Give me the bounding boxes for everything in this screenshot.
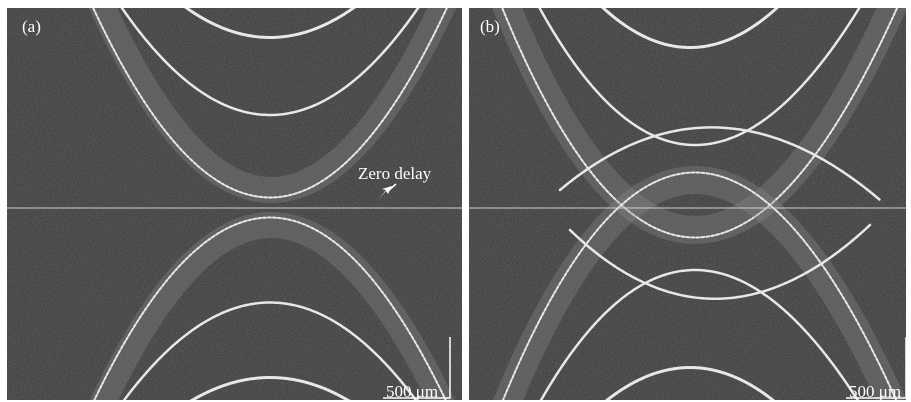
panel-label: (a): [22, 17, 41, 36]
panel-a: (a) Zero delay 500 μm: [7, 0, 462, 402]
page: {"panels": [ {"label": "(a)", "annotatio…: [0, 0, 911, 402]
panel-label: (b): [480, 17, 500, 36]
annotation: Zero delay: [358, 164, 432, 183]
panel-b: (b) 500 μm: [469, 0, 906, 402]
scale-label: 500 μm: [386, 382, 438, 401]
figure: (a) Zero delay 500 μm (b) 500 μm: [0, 0, 911, 402]
scale-label: 500 μm: [849, 382, 901, 401]
